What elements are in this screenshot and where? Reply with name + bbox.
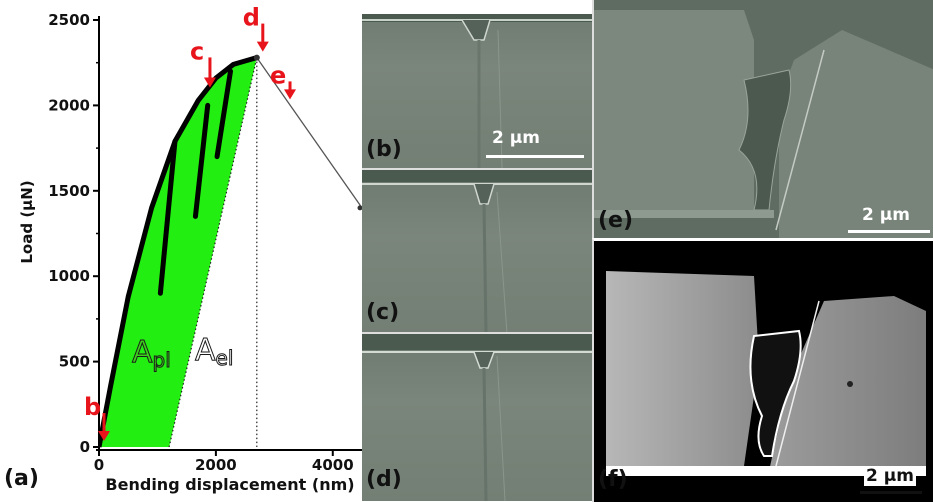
sem-image-e: (e) 2 μm: [592, 0, 933, 238]
plastic-work-area: [99, 57, 257, 448]
peak-point: [253, 54, 260, 61]
scale-bar-b: [486, 155, 584, 158]
x-axis-title: Bending displacement (nm): [105, 475, 354, 494]
unloading-segment-2: [192, 102, 211, 219]
y-tick-label: 1000: [48, 267, 90, 285]
fractured-beam-e-image: [594, 0, 933, 238]
notch-b-image: [362, 0, 592, 168]
notch-d-image: [362, 334, 592, 501]
end-point: [357, 205, 362, 211]
loading-curve: [99, 55, 258, 448]
y-tick-label: 500: [59, 353, 90, 371]
panel-label-a: (a): [4, 466, 39, 491]
x-tick-label: 4000: [312, 456, 354, 474]
marker-label-e: e: [270, 61, 286, 89]
notch-c-image: [362, 170, 592, 334]
panel-label-e: (e): [598, 208, 634, 233]
marker-arrowhead-c: [203, 77, 216, 88]
marker-label-d: d: [243, 4, 260, 32]
elastic-area-subscript: el: [216, 346, 234, 370]
panel-label-c: (c): [366, 300, 400, 325]
sem-image-b: (b) 2 μm: [362, 0, 592, 168]
post-peak-line: [256, 57, 362, 209]
tem-image-f: (f) 2 μm: [592, 238, 933, 502]
y-tick-label: 2500: [48, 11, 90, 29]
scale-bar-f: [860, 491, 922, 494]
x-tick-label: 2000: [195, 456, 237, 474]
unloading-segment-1: [157, 138, 178, 296]
cross-section-f-image: [606, 271, 926, 476]
sem-image-d: (d): [362, 332, 592, 501]
plastic-area-subscript: pl: [153, 348, 171, 372]
y-tick-label: 2000: [48, 96, 90, 114]
marker-arrowhead-d: [256, 41, 269, 52]
unloading-segment-3: [214, 68, 233, 160]
panel-label-b: (b): [366, 137, 402, 162]
y-tick-label: 0: [80, 438, 90, 456]
marker-arrowhead-e: [284, 89, 297, 100]
scale-bar-text-f: 2 μm: [864, 466, 916, 486]
elastic-unloading-line: [168, 57, 258, 448]
y-tick-label: 1500: [48, 182, 90, 200]
scale-bar-text-e: 2 μm: [862, 205, 910, 225]
panel-label-d: (d): [366, 467, 402, 492]
elastic-area-label: Ael: [195, 333, 233, 370]
marker-arrowhead-b: [98, 431, 110, 441]
panel-label-f: (f): [598, 467, 628, 492]
marker-label-b: b: [84, 393, 101, 421]
sem-image-c: (c): [362, 168, 592, 334]
y-axis-title: Load (μN): [18, 180, 36, 263]
scale-bar-e: [848, 230, 930, 233]
scale-bar-text-b: 2 μm: [492, 128, 540, 148]
x-tick-label: 0: [94, 456, 104, 474]
marker-label-c: c: [190, 37, 204, 65]
